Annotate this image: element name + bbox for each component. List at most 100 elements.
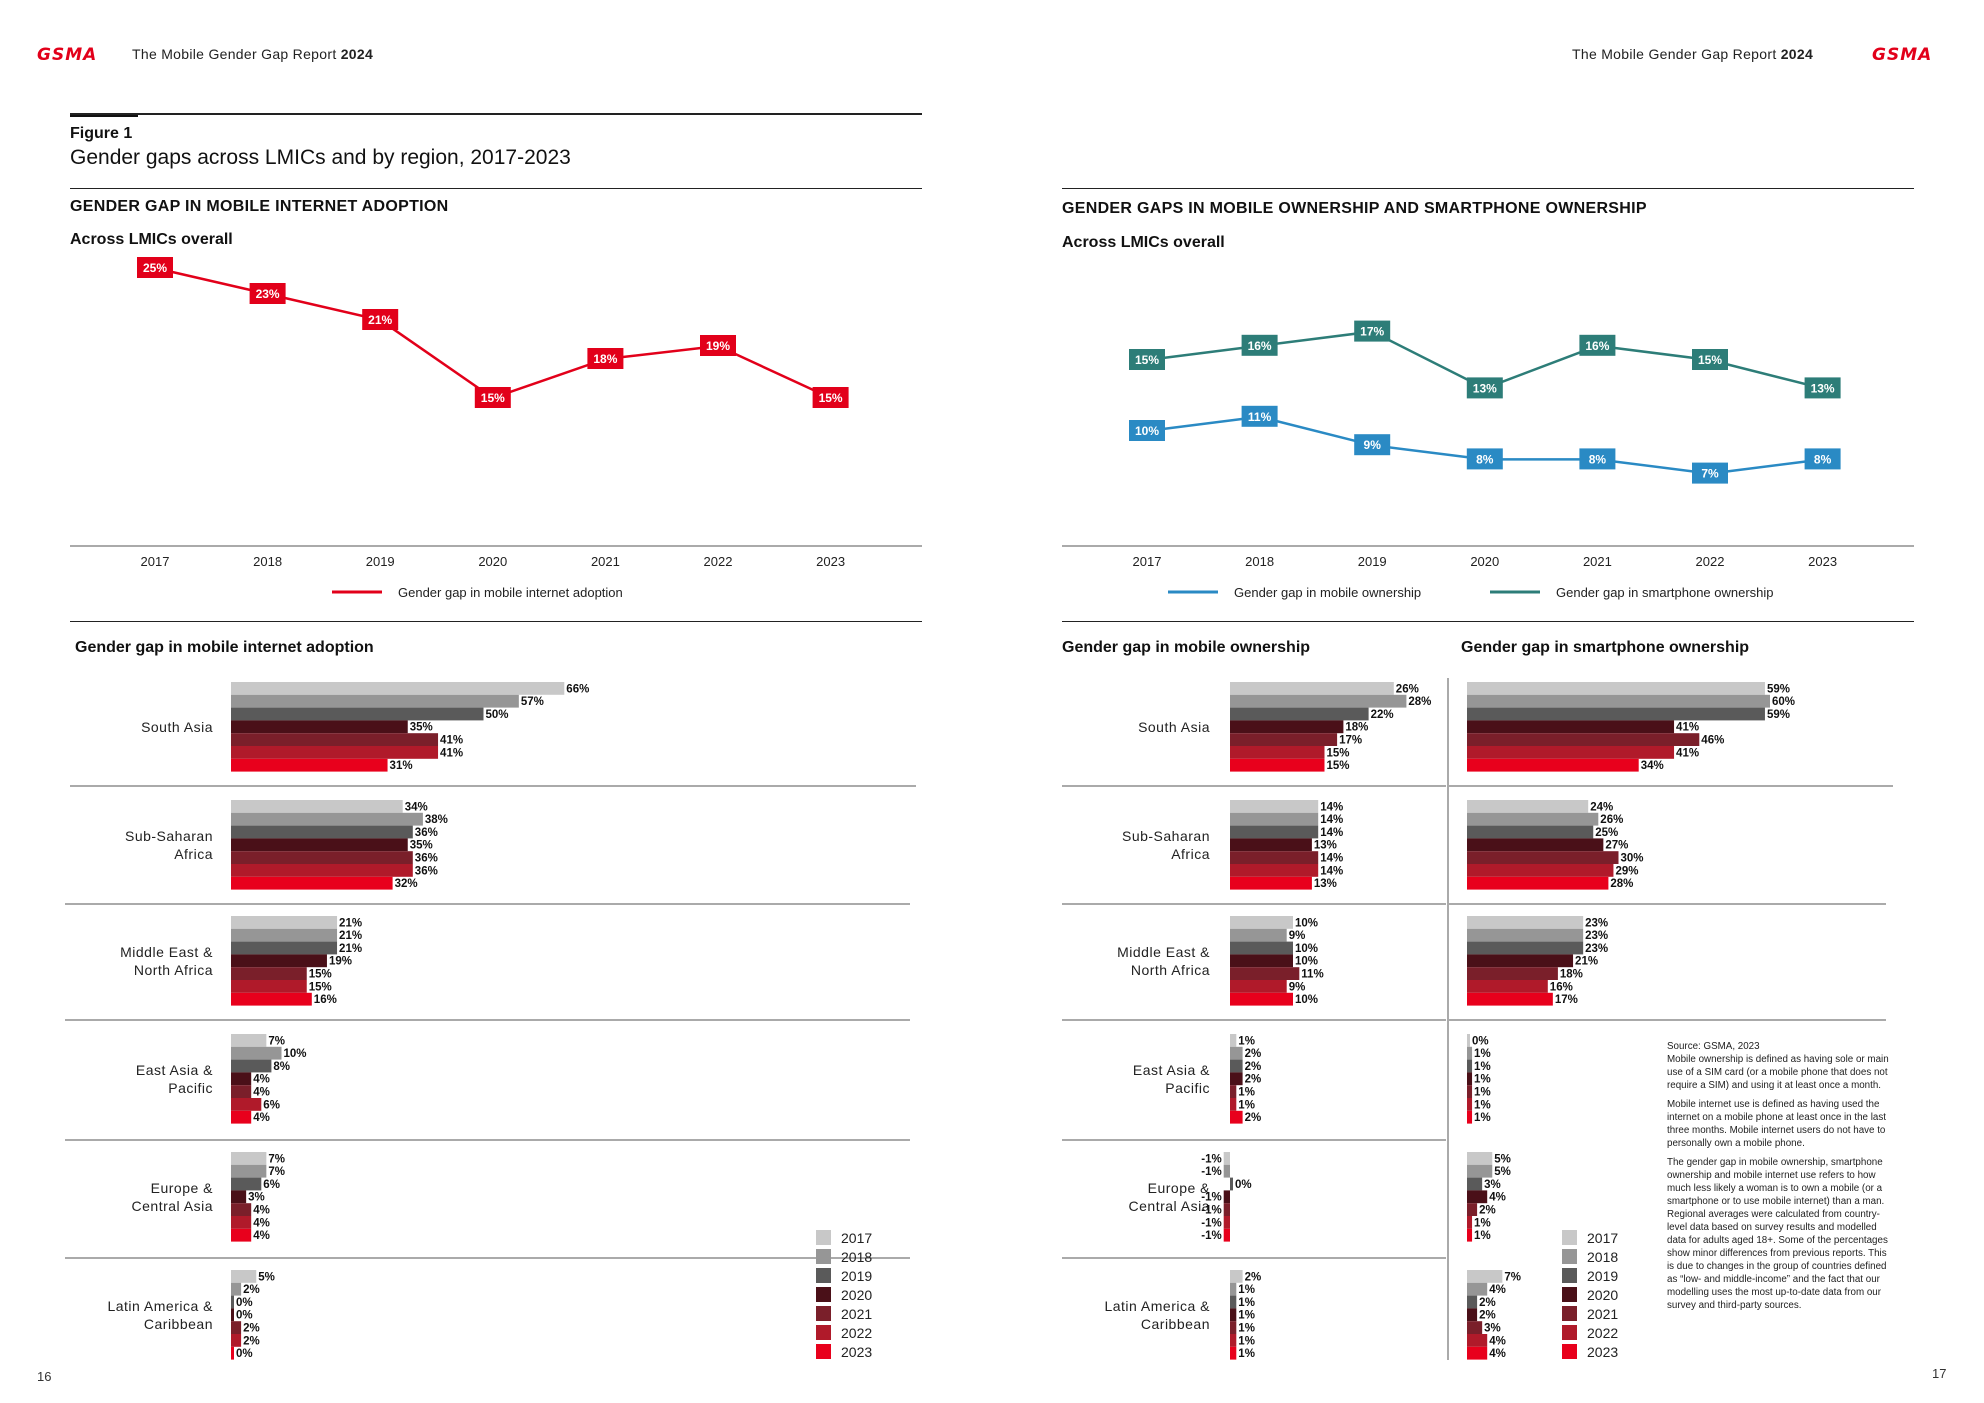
data-point-0-2019: 21% [362,309,399,330]
bar-label-bg [252,1073,269,1085]
bar-label-bg [262,1099,279,1110]
bar-2019 [231,1177,262,1191]
bar-label-2021: 1% [1238,1323,1255,1335]
bar-label-2018: 2% [1245,1048,1262,1060]
bar-2023 [1467,1110,1473,1124]
bar-2020 [231,1072,252,1086]
region-group-1: 24%26%25%27%30%29%28% [1467,800,1644,890]
page-number-right: 17 [1932,1366,1947,1381]
bar-2022 [231,1334,242,1347]
bar-2019 [1467,825,1594,839]
data-point-box [1241,405,1278,427]
bar-2021 [1467,967,1558,980]
bar-2018 [1223,1164,1230,1178]
bar-2017 [231,1034,267,1047]
bar-label-2023: 34% [1641,760,1664,772]
bar-label-2017: 5% [1494,1153,1511,1165]
legend-swatch-2018 [816,1249,831,1264]
data-label: 13% [1811,381,1835,395]
bar-2019 [1467,941,1584,955]
x-tick-label-2020: 2020 [478,554,507,569]
bar-label-bg [1589,801,1613,812]
data-point-1-2018: 16% [1241,334,1278,356]
source-note-p3: The gender gap in mobile ownership, smar… [1667,1157,1888,1311]
bar-2017 [1467,800,1589,813]
data-point-box [1804,448,1841,470]
bar-label-2018: 60% [1772,696,1795,708]
legend-swatch-2023 [1562,1344,1577,1359]
bar-label-2023: 4% [253,1230,270,1242]
legend-swatch-2019 [1562,1268,1577,1283]
bar-label-bg [1639,759,1664,771]
legend-label-0: Gender gap in mobile ownership [1234,585,1421,600]
bar-2017 [1467,916,1584,929]
bar-label-2021: 3% [1484,1323,1501,1335]
legend-year-2021: 2021 [841,1306,872,1322]
bar-2021 [231,1321,242,1334]
data-point-box [1466,377,1503,399]
region-group-0: 59%60%59% 41%46%41% 34% [1467,682,1795,772]
figure-accent-bar [70,113,138,117]
data-point-box [137,257,173,278]
bar-2020 [231,1190,247,1204]
bar-label-2022: -1% [1201,1217,1221,1229]
bar-label-2017: 66% [566,683,589,695]
bar-label-bg [388,759,413,771]
data-label: 15% [1698,353,1722,367]
legend-swatch-2021 [816,1306,831,1321]
data-point-1-2022: 15% [1692,349,1728,370]
bar-label-2022: 4% [253,1217,270,1229]
bar-label-bg [1319,813,1343,825]
data-point-1-2020: 13% [1466,377,1503,399]
bar-label-bg [252,1229,269,1241]
bar-label-2020: 41% [1676,722,1699,734]
data-point-box [812,387,849,408]
bar-label-2023: 28% [1610,878,1633,890]
bar-label-bg [272,1060,289,1072]
bar-label-2021: 30% [1621,853,1644,865]
bar-label-bg [1473,1086,1490,1097]
line-chart-ownership: 2017 2018 2019 2020 2021 2022 2023 10% 11% 9% 8% 8%… [1062,320,1914,600]
bar-2023 [1230,1110,1243,1124]
bar-label-bg [1700,734,1724,745]
data-label: 9% [1364,438,1382,452]
bar-label-2021: 11% [1301,969,1323,981]
bar-2017 [1230,1034,1237,1047]
data-point-box [1129,420,1165,441]
bar-label-2019: 22% [1371,709,1394,721]
region-label: East Asia & [1133,1062,1210,1078]
bar-label-bg [235,1296,252,1308]
bar-label-2017: 24% [1590,801,1613,813]
bar-label-bg [1243,1047,1260,1059]
legend-swatch-2017 [816,1230,831,1245]
bar-label-2018: 21% [339,930,362,942]
bar-2019 [231,1295,234,1309]
data-point-box [587,348,624,369]
bar-label-2018: 9% [1289,930,1306,942]
bar-label-bg [1237,1347,1254,1359]
legend-year-2020: 2020 [841,1287,872,1303]
bar-label-bg [312,993,337,1005]
data-point-box [362,309,399,330]
bar-label-bg [393,877,418,889]
bar-2017 [1467,682,1765,695]
legend-swatch-2023 [816,1344,831,1359]
bar-2018 [231,694,519,708]
bar-label-2019: 6% [263,1179,280,1191]
bar-2021 [1467,1203,1478,1216]
region-group-4: 5%5%3%4%2%1%1% [1467,1152,1511,1242]
bar-label-2017: 34% [405,801,428,813]
bar-2021 [1230,1321,1237,1334]
bar-2023 [231,1228,252,1242]
bar-label-bg [1675,721,1699,733]
bar-2018 [1467,1282,1488,1296]
bar-label-bg [252,1217,269,1228]
bar-label-2019: 3% [1484,1179,1501,1191]
figure-label: Figure 1 [70,125,133,142]
region-group-0: South Asia 66% 57% 50% 35% 41%41% 31% [141,682,589,772]
bar-label-bg [1319,801,1343,812]
source-note-p2: Mobile internet use is defined as having… [1667,1099,1886,1149]
bar-title-internet: Gender gap in mobile internet adoption [75,639,374,656]
bar-label-bg [403,801,428,812]
